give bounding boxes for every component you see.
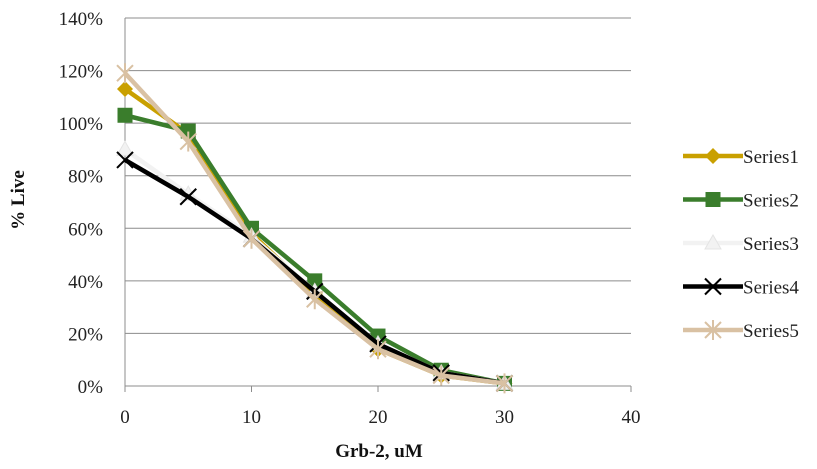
- legend-label: Series3: [743, 234, 799, 255]
- legend-item: Series5: [683, 320, 799, 342]
- x-tick-label: 30: [495, 407, 514, 428]
- x-tick-label: 40: [622, 407, 641, 428]
- marker-stroke: [179, 188, 197, 206]
- legend-item: Series4: [683, 278, 799, 299]
- legend-item: Series3: [683, 233, 799, 255]
- x-axis-ticks: 0 10 20 30 40: [120, 386, 641, 428]
- data-point: [307, 273, 323, 289]
- series-line: [123, 157, 505, 386]
- data-point: [242, 228, 261, 249]
- series-line: [124, 113, 505, 386]
- legend-marker: [705, 148, 721, 164]
- data-point: [432, 365, 450, 386]
- y-tick-label: 120%: [59, 62, 104, 83]
- y-tick-label: 80%: [68, 167, 103, 188]
- data-point: [369, 339, 387, 360]
- data-point: [116, 63, 134, 84]
- series-3: [116, 140, 514, 390]
- y-axis-ticks: 0% 20% 40% 60% 80% 100% 120% 140%: [59, 9, 104, 398]
- legend-marker: [704, 320, 722, 340]
- series-5: [116, 63, 514, 394]
- legend-label: Series2: [743, 191, 799, 212]
- y-axis-title: % Live: [8, 170, 29, 230]
- legend-marker: [705, 192, 721, 207]
- gridlines: [125, 17, 631, 334]
- legend-label: Series1: [743, 147, 799, 168]
- y-tick-label: 40%: [68, 272, 103, 293]
- data-point: [116, 140, 134, 156]
- legend-label: Series4: [743, 278, 799, 299]
- data-point: [117, 107, 133, 123]
- y-tick-label: 0%: [78, 377, 104, 398]
- x-tick-label: 0: [120, 407, 130, 428]
- series-4: [116, 151, 514, 393]
- x-tick-label: 20: [369, 407, 388, 428]
- data-point: [117, 80, 133, 97]
- marker-stroke: [704, 277, 722, 296]
- series-2: [117, 107, 512, 391]
- series-line: [123, 147, 505, 386]
- legend-item: Series1: [683, 147, 799, 168]
- y-tick-label: 100%: [59, 114, 104, 135]
- legend-item: Series2: [683, 191, 799, 212]
- legend-label: Series5: [743, 321, 799, 342]
- data-point: [495, 373, 514, 394]
- y-tick-label: 140%: [59, 9, 104, 30]
- data-point: [179, 188, 197, 206]
- legend-marker: [704, 277, 722, 296]
- x-axis-title: Grb-2, uM: [335, 441, 423, 462]
- plot-series: [116, 63, 514, 394]
- x-tick-label: 10: [242, 407, 261, 428]
- marker-stroke: [116, 151, 134, 169]
- y-tick-label: 60%: [68, 219, 103, 240]
- data-point: [179, 131, 197, 152]
- y-tick-label: 20%: [68, 324, 103, 345]
- data-point: [116, 151, 134, 169]
- data-point: [306, 289, 324, 310]
- legend-marker: [704, 233, 722, 250]
- legend: Series1 Series2 Series3 Series4 Series5: [683, 147, 799, 342]
